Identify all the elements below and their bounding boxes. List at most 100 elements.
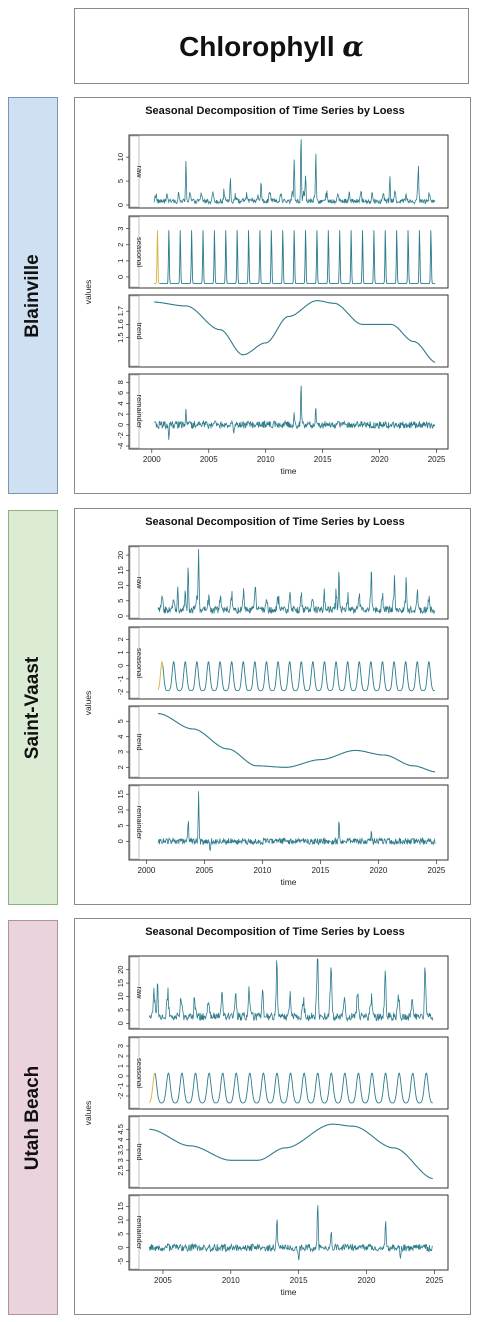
series-line-start bbox=[157, 661, 164, 691]
series-line bbox=[153, 139, 436, 205]
x-tick-label: 2020 bbox=[370, 866, 388, 875]
series-line bbox=[157, 791, 436, 851]
component-label: remainder bbox=[135, 395, 144, 429]
panel-frame bbox=[128, 373, 449, 450]
panel-strip bbox=[129, 216, 140, 288]
title-box: Chlorophyll α bbox=[74, 8, 469, 84]
y-tick-label: -5 bbox=[116, 1258, 125, 1265]
y-tick-label: 0 bbox=[116, 203, 125, 207]
series-line bbox=[149, 1205, 433, 1261]
y-tick-label: -2 bbox=[116, 432, 125, 439]
series-line bbox=[158, 713, 436, 773]
panel-frame bbox=[128, 545, 449, 620]
panel-strip bbox=[129, 374, 140, 449]
y-tick-label: 0 bbox=[116, 1021, 125, 1025]
component-trend: trend 1.5 1.6 1.7 bbox=[116, 294, 449, 368]
y-tick-label: 2 bbox=[116, 1054, 125, 1058]
panel-strip bbox=[129, 295, 140, 367]
x-tick-label: 2015 bbox=[290, 1276, 308, 1285]
series-line-start bbox=[149, 1072, 156, 1103]
y-tick-label: 10 bbox=[116, 992, 125, 1000]
x-tick-label: 2010 bbox=[254, 866, 272, 875]
series-line-start bbox=[154, 230, 160, 284]
panel-strip bbox=[129, 706, 140, 778]
y-tick-label: 5 bbox=[116, 1232, 125, 1236]
panel-strip bbox=[129, 1037, 140, 1109]
site-name: Blainville bbox=[22, 253, 43, 338]
y-tick-label: 5 bbox=[116, 179, 125, 183]
x-tick-label: 2025 bbox=[426, 1276, 444, 1285]
y-tick-label: 3.5 bbox=[116, 1145, 125, 1155]
y-tick-label: 5 bbox=[116, 824, 125, 828]
x-tick-label: 2000 bbox=[138, 866, 156, 875]
component-label: seasonal bbox=[135, 1058, 144, 1088]
chart-title: Seasonal Decomposition of Time Series by… bbox=[145, 516, 405, 528]
x-tick-label: 2000 bbox=[143, 455, 161, 464]
y-tick-label: 0 bbox=[116, 1074, 125, 1078]
series-line bbox=[159, 230, 436, 284]
x-tick-label: 2005 bbox=[200, 455, 218, 464]
page-title: Chlorophyll α bbox=[179, 30, 364, 63]
component-label: trend bbox=[135, 733, 144, 750]
y-tick-label: 3 bbox=[116, 750, 125, 754]
y-tick-label: 0 bbox=[116, 1246, 125, 1250]
x-tick-label: 2005 bbox=[196, 866, 214, 875]
site-name: Utah Beach bbox=[22, 1065, 43, 1170]
y-tick-label: 1.5 bbox=[116, 332, 125, 342]
y-tick-label: 15 bbox=[116, 979, 125, 987]
y-tick-label: 8 bbox=[116, 380, 125, 384]
site-name: Saint-Vaast bbox=[22, 656, 43, 759]
y-tick-label: 4 bbox=[116, 1138, 125, 1142]
y-tick-label: 2 bbox=[116, 412, 125, 416]
component-label: trend bbox=[135, 322, 144, 339]
x-tick-label: 2005 bbox=[154, 1276, 172, 1285]
y-tick-label: 1 bbox=[116, 1064, 125, 1068]
title-alpha-symbol: α bbox=[342, 29, 364, 63]
component-raw: raw 0 5 10 bbox=[116, 134, 449, 209]
y-tick-label: 10 bbox=[116, 1216, 125, 1224]
component-seasonal: seasonal -2 -1 0 1 2 3 bbox=[116, 1036, 449, 1110]
y-tick-label: 5 bbox=[116, 1008, 125, 1012]
y-tick-label: 4 bbox=[116, 735, 125, 739]
series-line bbox=[149, 1123, 433, 1180]
component-seasonal: seasonal 0 1 2 3 bbox=[116, 215, 449, 289]
component-trend: trend 2 3 4 5 bbox=[116, 705, 449, 779]
stl-panel-utah-beach: Seasonal Decomposition of Time Series by… bbox=[74, 918, 471, 1315]
panel-strip bbox=[129, 135, 140, 208]
panel-frame bbox=[128, 1115, 449, 1189]
y-tick-label: 5 bbox=[116, 599, 125, 603]
series-line bbox=[154, 300, 436, 363]
panel-strip bbox=[129, 956, 140, 1029]
component-label: seasonal bbox=[135, 648, 144, 678]
y-tick-label: -1 bbox=[116, 676, 125, 683]
y-tick-label: 1.7 bbox=[116, 306, 125, 316]
series-line bbox=[149, 958, 434, 1022]
site-label-saint-vaast: Saint-Vaast bbox=[8, 510, 58, 905]
panel-frame bbox=[128, 955, 449, 1030]
x-tick-label: 2010 bbox=[222, 1276, 240, 1285]
site-label-blainville: Blainville bbox=[8, 97, 58, 494]
series-line bbox=[154, 385, 436, 440]
component-label: raw bbox=[135, 165, 144, 178]
panel-frame bbox=[128, 1194, 449, 1271]
y-tick-label: 3 bbox=[116, 227, 125, 231]
x-tick-label: 2025 bbox=[428, 866, 446, 875]
x-axis-label: time bbox=[280, 877, 296, 887]
y-tick-label: 20 bbox=[116, 551, 125, 559]
y-tick-label: 1 bbox=[116, 259, 125, 263]
panel-frame bbox=[128, 134, 449, 209]
panel-strip bbox=[129, 785, 140, 860]
x-tick-label: 2020 bbox=[358, 1276, 376, 1285]
y-tick-label: 0 bbox=[116, 664, 125, 668]
x-tick-label: 2025 bbox=[428, 455, 446, 464]
component-raw: raw 0 5 10 15 20 bbox=[116, 545, 449, 620]
stl-chart: Seasonal Decomposition of Time Series by… bbox=[83, 926, 449, 1297]
y-tick-label: 15 bbox=[116, 566, 125, 574]
y-axis-label: values bbox=[83, 280, 93, 305]
y-tick-label: 5 bbox=[116, 719, 125, 723]
y-tick-label: 2.5 bbox=[116, 1165, 125, 1175]
panel-frame bbox=[128, 294, 449, 368]
panel-strip bbox=[129, 627, 140, 699]
component-seasonal: seasonal -2 -1 0 1 2 bbox=[116, 626, 449, 700]
component-trend: trend 2.5 3 3.5 4 4.5 bbox=[116, 1115, 449, 1189]
